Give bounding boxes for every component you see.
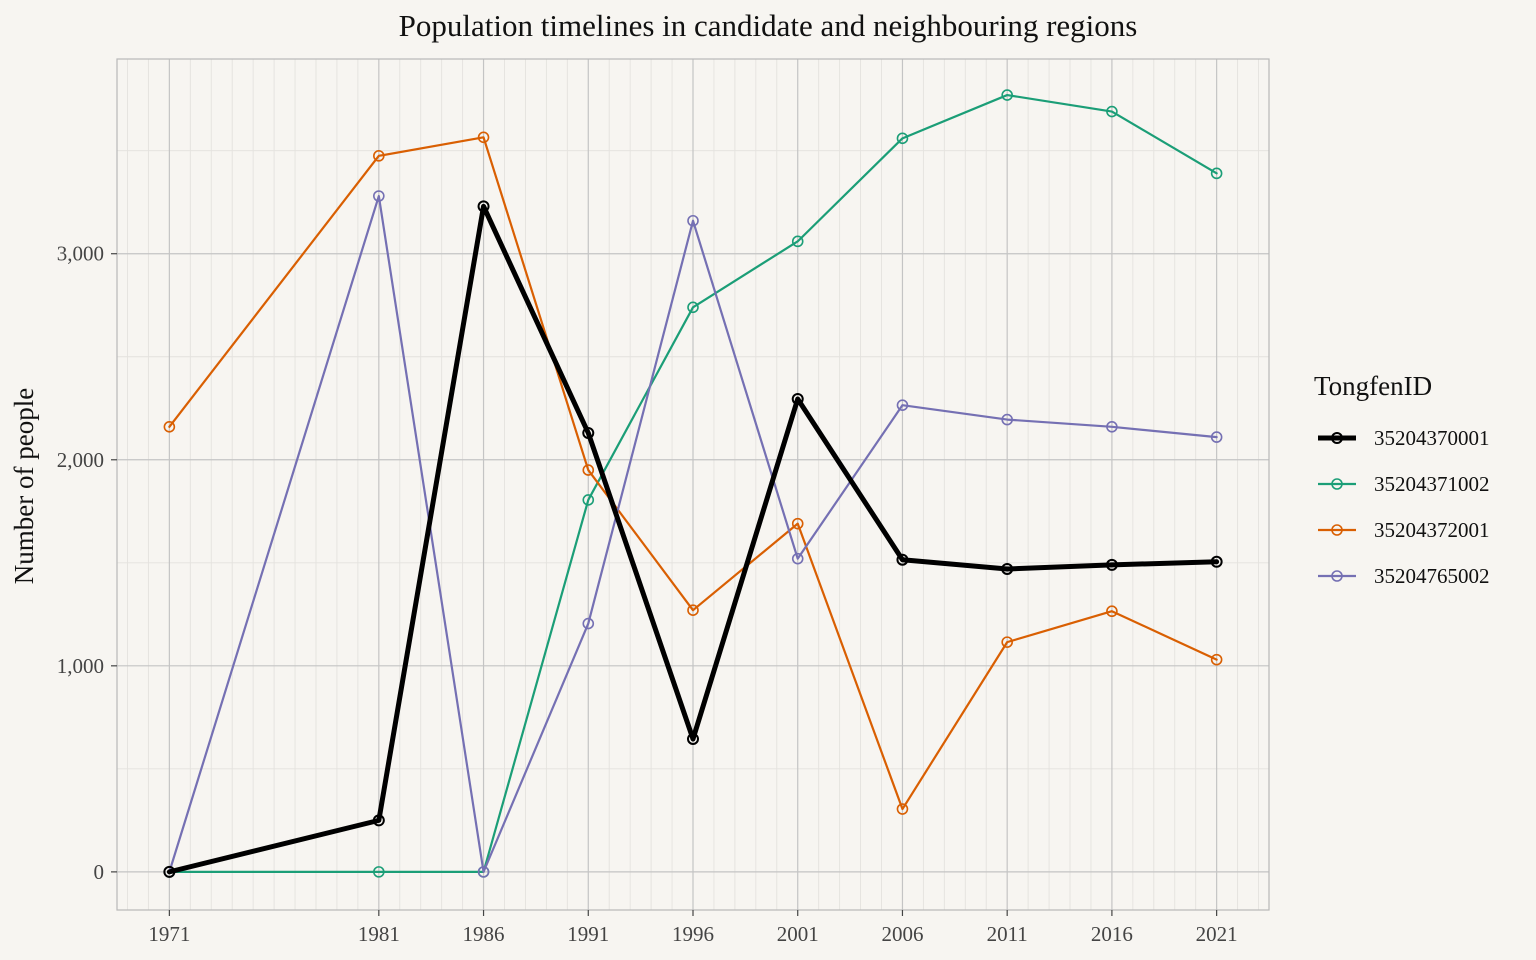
grid (117, 59, 1269, 910)
y-tick-label: 0 (94, 860, 105, 884)
data-point (896, 553, 909, 566)
data-point (582, 494, 595, 506)
x-axis-ticks: 1971 1981 1986 1991 1996 2001 2006 2011 2016 2021 (148, 910, 1238, 946)
series-line (168, 93, 1218, 873)
chart-title: Population timelines in candidate and ne… (399, 8, 1138, 43)
data-point (791, 392, 804, 405)
series-group (163, 89, 1223, 878)
x-tick-label: 1971 (148, 922, 190, 946)
data-point (896, 399, 909, 411)
legend-swatch-point (1331, 478, 1343, 490)
x-tick-label: 2006 (881, 922, 923, 946)
legend: TongfenID 35204370001 35204371002 35204372… (1314, 371, 1490, 588)
x-tick-label: 1981 (358, 922, 400, 946)
data-point (1001, 413, 1013, 426)
x-tick-label: 1996 (672, 922, 714, 946)
x-tick-label: 2001 (777, 922, 819, 946)
data-point (582, 617, 595, 630)
data-point (1105, 558, 1118, 571)
y-tick-label: 3,000 (57, 242, 104, 266)
data-point (687, 732, 699, 745)
x-tick-label: 2011 (987, 922, 1028, 946)
y-axis-ticks: 0 1,000 2,000 3,000 (57, 242, 117, 884)
data-point (1106, 421, 1118, 433)
legend-label: 35204765002 (1374, 564, 1490, 588)
y-tick-label: 1,000 (57, 654, 104, 678)
data-point (582, 464, 595, 476)
data-point (1001, 562, 1014, 575)
data-point (372, 814, 385, 827)
legend-item: 35204370001 (1318, 426, 1490, 450)
legend-item: 35204371002 (1318, 472, 1490, 496)
data-point (1210, 431, 1223, 443)
legend-item: 35204765002 (1318, 564, 1490, 588)
series-35204370001 (163, 200, 1223, 878)
data-point (582, 426, 595, 439)
legend-swatch-point (1331, 570, 1343, 582)
legend-swatch-point (1331, 432, 1343, 444)
data-point (477, 866, 490, 878)
legend-title: TongfenID (1314, 371, 1432, 401)
series-35204371002 (163, 89, 1223, 878)
data-point (1106, 605, 1118, 618)
data-point (373, 190, 385, 202)
x-tick-label: 2016 (1091, 922, 1133, 946)
x-tick-label: 1986 (463, 922, 505, 946)
data-point (1001, 636, 1013, 648)
data-point (896, 132, 909, 145)
legend-label: 35204372001 (1374, 518, 1490, 542)
data-point (791, 235, 804, 248)
data-point (1001, 89, 1013, 101)
data-point (163, 421, 176, 433)
data-point (1210, 653, 1223, 666)
series-line (166, 203, 1220, 875)
y-axis-title: Number of people (9, 388, 39, 584)
data-point (477, 131, 490, 144)
data-point (1210, 555, 1223, 568)
data-point (896, 803, 909, 815)
data-point (163, 865, 176, 878)
data-point (687, 301, 699, 314)
data-point (373, 866, 385, 878)
data-point (373, 150, 385, 162)
data-point (1210, 167, 1223, 180)
legend-swatch-point (1331, 524, 1343, 536)
data-point (687, 214, 699, 227)
series-line (168, 194, 1218, 873)
legend-label: 35204371002 (1374, 472, 1490, 496)
data-point (1106, 105, 1118, 118)
data-point (791, 517, 804, 530)
data-point (791, 552, 804, 565)
data-point (477, 200, 490, 213)
legend-label: 35204370001 (1374, 426, 1490, 450)
legend-item: 35204372001 (1318, 518, 1490, 542)
y-tick-label: 2,000 (57, 448, 104, 472)
x-tick-label: 1991 (567, 922, 609, 946)
data-point (687, 604, 699, 616)
x-tick-label: 2021 (1196, 922, 1238, 946)
